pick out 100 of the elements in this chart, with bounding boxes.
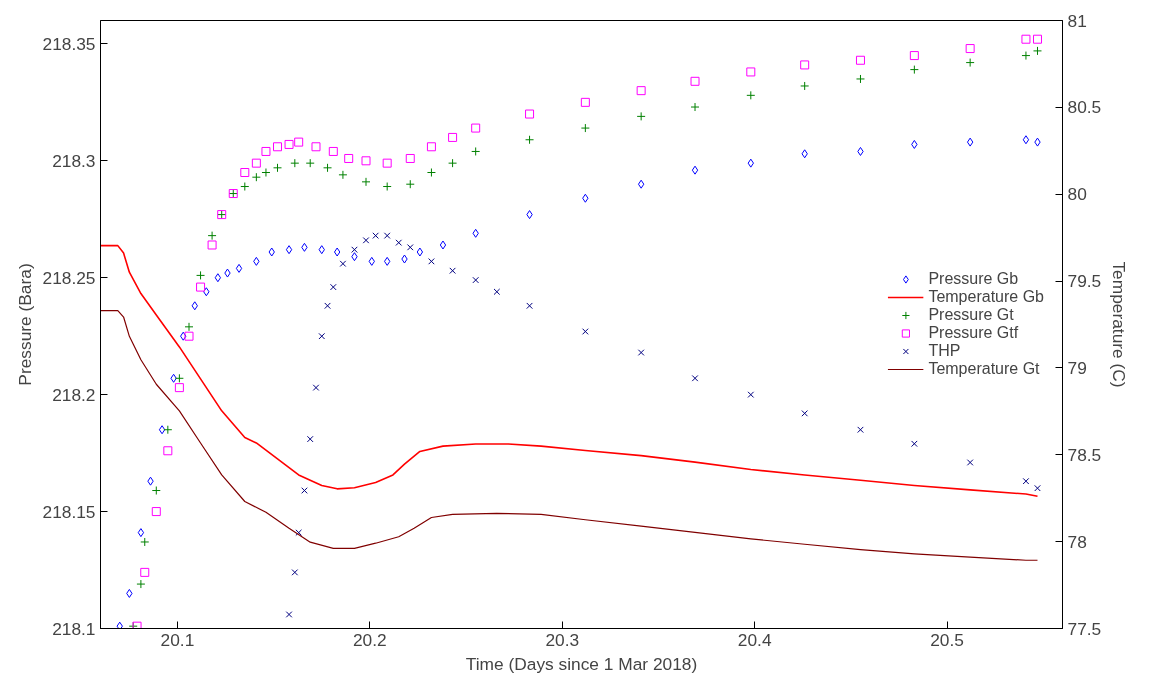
point bbox=[855, 55, 865, 65]
point bbox=[240, 168, 250, 177]
point bbox=[284, 139, 294, 149]
legend-label: Pressure Gtf bbox=[928, 324, 1019, 342]
x-tick-label: 20.5 bbox=[930, 629, 964, 650]
point bbox=[207, 240, 217, 250]
y2-tick-label: 80 bbox=[1067, 184, 1087, 205]
point bbox=[428, 258, 435, 265]
point bbox=[1032, 34, 1042, 44]
point bbox=[746, 67, 756, 77]
point bbox=[261, 168, 271, 177]
point bbox=[637, 349, 645, 356]
point bbox=[582, 193, 589, 203]
point bbox=[966, 459, 974, 466]
point bbox=[251, 172, 261, 182]
point bbox=[291, 569, 299, 576]
x-tick-label: 20.2 bbox=[353, 629, 387, 650]
y2-tick-label: 78 bbox=[1067, 531, 1087, 552]
point bbox=[116, 621, 123, 629]
point bbox=[301, 487, 308, 494]
point bbox=[747, 158, 754, 168]
point bbox=[174, 383, 184, 393]
legend-label: Temperature Gt bbox=[928, 360, 1040, 378]
point bbox=[472, 276, 480, 284]
point bbox=[170, 373, 177, 383]
point bbox=[339, 260, 347, 268]
point bbox=[132, 621, 142, 629]
point bbox=[163, 425, 173, 435]
point bbox=[405, 153, 415, 163]
point bbox=[636, 86, 646, 96]
point bbox=[163, 446, 173, 456]
point bbox=[323, 163, 333, 173]
point bbox=[909, 65, 919, 75]
point bbox=[261, 146, 271, 156]
point bbox=[224, 268, 231, 278]
point bbox=[401, 254, 408, 264]
point bbox=[151, 507, 161, 517]
point bbox=[801, 410, 809, 417]
point bbox=[426, 168, 436, 177]
point bbox=[448, 158, 458, 168]
y-tick-label: 218.2 bbox=[52, 384, 96, 405]
legend-label: THP bbox=[928, 342, 961, 360]
point bbox=[965, 58, 975, 68]
point bbox=[691, 165, 699, 175]
point bbox=[747, 391, 755, 398]
point bbox=[180, 331, 187, 341]
point bbox=[312, 384, 320, 391]
point bbox=[637, 179, 645, 189]
point bbox=[1022, 477, 1030, 485]
point bbox=[361, 177, 371, 187]
point bbox=[351, 252, 358, 262]
point bbox=[214, 273, 222, 283]
point bbox=[137, 528, 145, 538]
point bbox=[1021, 34, 1031, 44]
point bbox=[196, 270, 206, 280]
point bbox=[582, 328, 589, 335]
point bbox=[1032, 46, 1042, 56]
point bbox=[184, 322, 194, 332]
point bbox=[580, 123, 590, 133]
y-tick-label: 218.35 bbox=[42, 33, 96, 54]
point bbox=[333, 247, 341, 257]
legend-label: Pressure Gb bbox=[928, 270, 1019, 288]
point bbox=[184, 331, 194, 341]
y2-tick-label: 81 bbox=[1067, 10, 1087, 31]
point bbox=[372, 232, 379, 239]
point bbox=[1034, 137, 1041, 147]
point bbox=[361, 156, 371, 166]
point bbox=[800, 81, 810, 91]
point bbox=[140, 537, 150, 547]
point bbox=[439, 240, 447, 250]
point bbox=[305, 158, 315, 168]
point bbox=[690, 102, 700, 112]
point bbox=[251, 158, 261, 168]
point bbox=[268, 247, 275, 257]
point bbox=[405, 179, 415, 189]
x-tick-label: 20.1 bbox=[160, 629, 195, 650]
y-tick-label: 218.15 bbox=[42, 501, 96, 522]
point bbox=[158, 425, 166, 435]
point bbox=[580, 97, 590, 107]
point bbox=[174, 373, 184, 383]
point bbox=[368, 256, 375, 266]
y-tick-label: 218.25 bbox=[42, 267, 96, 288]
y2-tick-label: 77.5 bbox=[1067, 618, 1102, 639]
point bbox=[857, 426, 864, 434]
point bbox=[318, 332, 326, 340]
y2-tick-label: 80.5 bbox=[1067, 97, 1102, 118]
y-tick-label: 218.3 bbox=[52, 150, 96, 171]
point bbox=[966, 137, 974, 147]
y-tick-label: 218.1 bbox=[52, 618, 96, 639]
point bbox=[147, 476, 154, 486]
point bbox=[383, 232, 391, 239]
point bbox=[344, 153, 354, 163]
point bbox=[690, 76, 700, 86]
point bbox=[406, 244, 414, 251]
point bbox=[301, 242, 308, 252]
point bbox=[203, 287, 210, 297]
point bbox=[911, 139, 918, 149]
point bbox=[328, 146, 338, 156]
point bbox=[290, 158, 300, 168]
point bbox=[449, 267, 456, 275]
